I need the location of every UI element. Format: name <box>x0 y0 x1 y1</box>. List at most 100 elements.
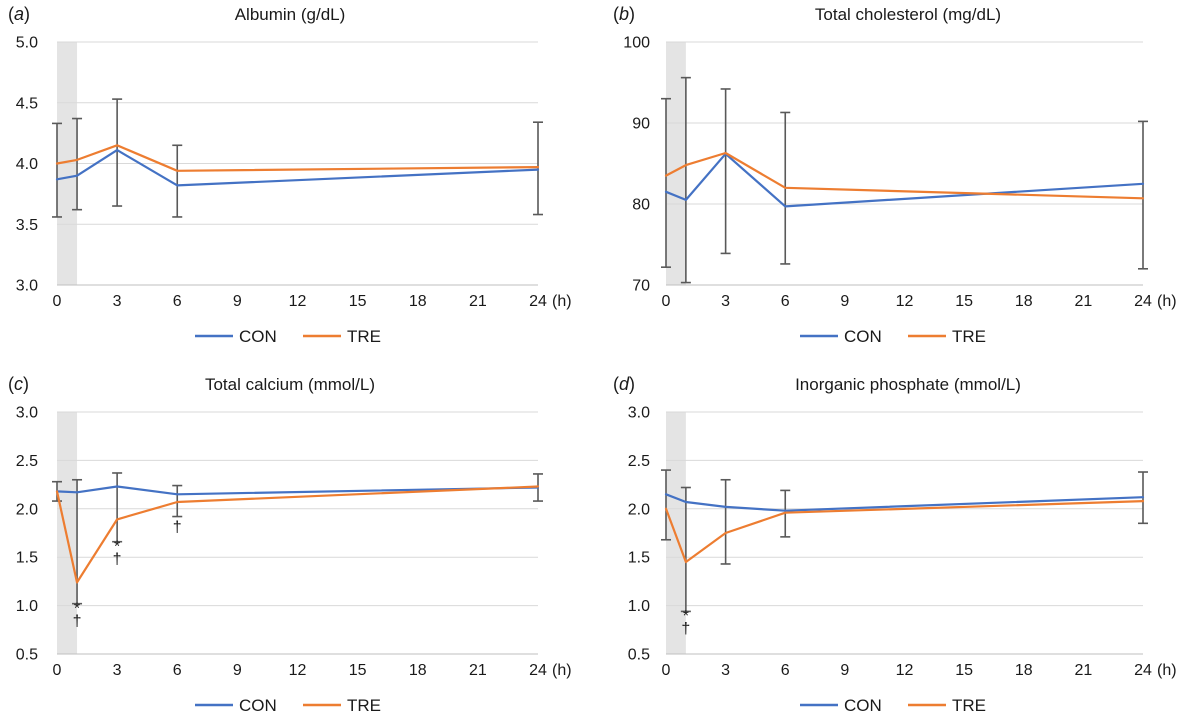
y-tick-label: 4.0 <box>16 156 38 173</box>
significance-mark: * <box>683 608 689 625</box>
x-tick-label: 18 <box>409 293 427 310</box>
significance-mark: † <box>73 613 82 630</box>
error-bar <box>172 144 183 218</box>
x-tick-label: 21 <box>1074 293 1092 310</box>
x-tick-label: 9 <box>233 293 242 310</box>
error-bar <box>112 98 123 207</box>
panel-letter: (c) <box>8 374 29 394</box>
x-tick-label: 15 <box>955 293 973 310</box>
x-tick-label: 18 <box>1015 662 1033 679</box>
legend-label: CON <box>239 327 277 346</box>
panel-letter-text: d <box>619 374 630 394</box>
significance-mark: * <box>74 600 80 617</box>
y-tick-label: 1.5 <box>16 550 38 567</box>
series-line-tre <box>55 485 540 584</box>
y-tick-label: 80 <box>632 197 650 214</box>
y-tick-label: 4.5 <box>16 95 38 112</box>
significance-mark: † <box>113 551 122 568</box>
error-bar <box>661 469 671 541</box>
x-tick-label: 18 <box>1015 293 1033 310</box>
y-tick-label: 100 <box>623 35 650 52</box>
series-line-con <box>55 485 540 496</box>
significance-mark: † <box>681 621 690 638</box>
x-unit-label: (h) <box>1157 293 1177 310</box>
error-bar <box>533 121 543 216</box>
x-tick-label: 15 <box>955 662 973 679</box>
x-tick-label: 0 <box>53 662 62 679</box>
x-tick-label: 0 <box>662 293 671 310</box>
y-tick-label: 3.0 <box>16 405 38 422</box>
panel-letter-text: b <box>619 4 629 24</box>
y-tick-label: 0.5 <box>628 647 650 664</box>
x-tick-label: 12 <box>896 293 914 310</box>
x-tick-label: 15 <box>349 662 367 679</box>
y-tick-label: 2.0 <box>16 501 38 518</box>
x-tick-label: 21 <box>469 293 487 310</box>
error-bar <box>680 486 691 613</box>
x-tick-label: 9 <box>233 662 242 679</box>
x-tick-label: 6 <box>781 662 790 679</box>
chart-title: Albumin (g/dL) <box>235 5 346 24</box>
y-tick-label: 2.5 <box>628 453 650 470</box>
x-tick-label: 6 <box>173 662 182 679</box>
error-bar <box>720 88 731 255</box>
panel-letter: (b) <box>613 4 635 24</box>
y-tick-label: 1.0 <box>16 598 38 615</box>
series-line-tre <box>664 151 1145 200</box>
x-tick-label: 21 <box>469 662 487 679</box>
chart-title: Total calcium (mmol/L) <box>205 375 375 394</box>
significance-mark: * <box>114 538 120 555</box>
error-bar <box>112 472 123 543</box>
y-tick-label: 2.5 <box>16 453 38 470</box>
x-tick-label: 24 <box>1134 662 1152 679</box>
x-unit-label: (h) <box>552 662 572 679</box>
x-tick-label: 18 <box>409 662 427 679</box>
y-tick-label: 70 <box>632 278 650 295</box>
error-bar <box>680 76 691 284</box>
series-line-con <box>55 149 540 187</box>
x-tick-label: 3 <box>721 662 730 679</box>
series-line-con <box>664 152 1145 208</box>
x-tick-label: 0 <box>53 293 62 310</box>
panel-letter-text: a <box>14 4 24 24</box>
shaded-band <box>666 42 686 285</box>
series-line-tre <box>55 144 540 172</box>
x-tick-label: 24 <box>1134 293 1152 310</box>
x-tick-label: 12 <box>289 662 307 679</box>
x-tick-label: 24 <box>529 662 547 679</box>
y-tick-label: 90 <box>632 116 650 133</box>
y-tick-label: 5.0 <box>16 35 38 52</box>
legend: CON TRE <box>195 696 381 715</box>
series-line-con <box>664 493 1145 512</box>
y-tick-label: 0.5 <box>16 647 38 664</box>
panel-letter: (a) <box>8 4 30 24</box>
error-bar <box>661 97 671 268</box>
panel-letter: (d) <box>613 374 635 394</box>
x-unit-label: (h) <box>552 293 572 310</box>
significance-mark: † <box>173 519 182 536</box>
x-tick-label: 0 <box>662 662 671 679</box>
y-tick-label: 1.0 <box>628 598 650 615</box>
y-tick-label: 2.0 <box>628 501 650 518</box>
chart-title: Total cholesterol (mg/dL) <box>815 5 1001 24</box>
y-tick-label: 3.5 <box>16 217 38 234</box>
x-tick-label: 12 <box>896 662 914 679</box>
x-unit-label: (h) <box>1157 662 1177 679</box>
series-line-tre <box>664 500 1145 564</box>
x-tick-label: 3 <box>113 293 122 310</box>
error-bar <box>1138 120 1148 270</box>
legend-label: TRE <box>952 327 986 346</box>
x-tick-label: 15 <box>349 293 367 310</box>
chart-panel-b: 70 80 90 100 0 3 6 9 12 15 18 21 24 (h) (b) Total chole… <box>613 4 1177 346</box>
x-tick-label: 6 <box>781 293 790 310</box>
x-tick-label: 9 <box>840 662 849 679</box>
legend-label: CON <box>844 696 882 715</box>
legend-label: TRE <box>347 327 381 346</box>
legend-label: CON <box>844 327 882 346</box>
chart-panel-a: 3.0 3.5 4.0 4.5 5.0 0 3 6 9 12 15 18 21 24 (h) (a) Album… <box>8 4 572 346</box>
x-tick-label: 3 <box>721 293 730 310</box>
legend: CON TRE <box>800 327 986 346</box>
y-tick-label: 3.0 <box>628 405 650 422</box>
x-tick-label: 6 <box>173 293 182 310</box>
